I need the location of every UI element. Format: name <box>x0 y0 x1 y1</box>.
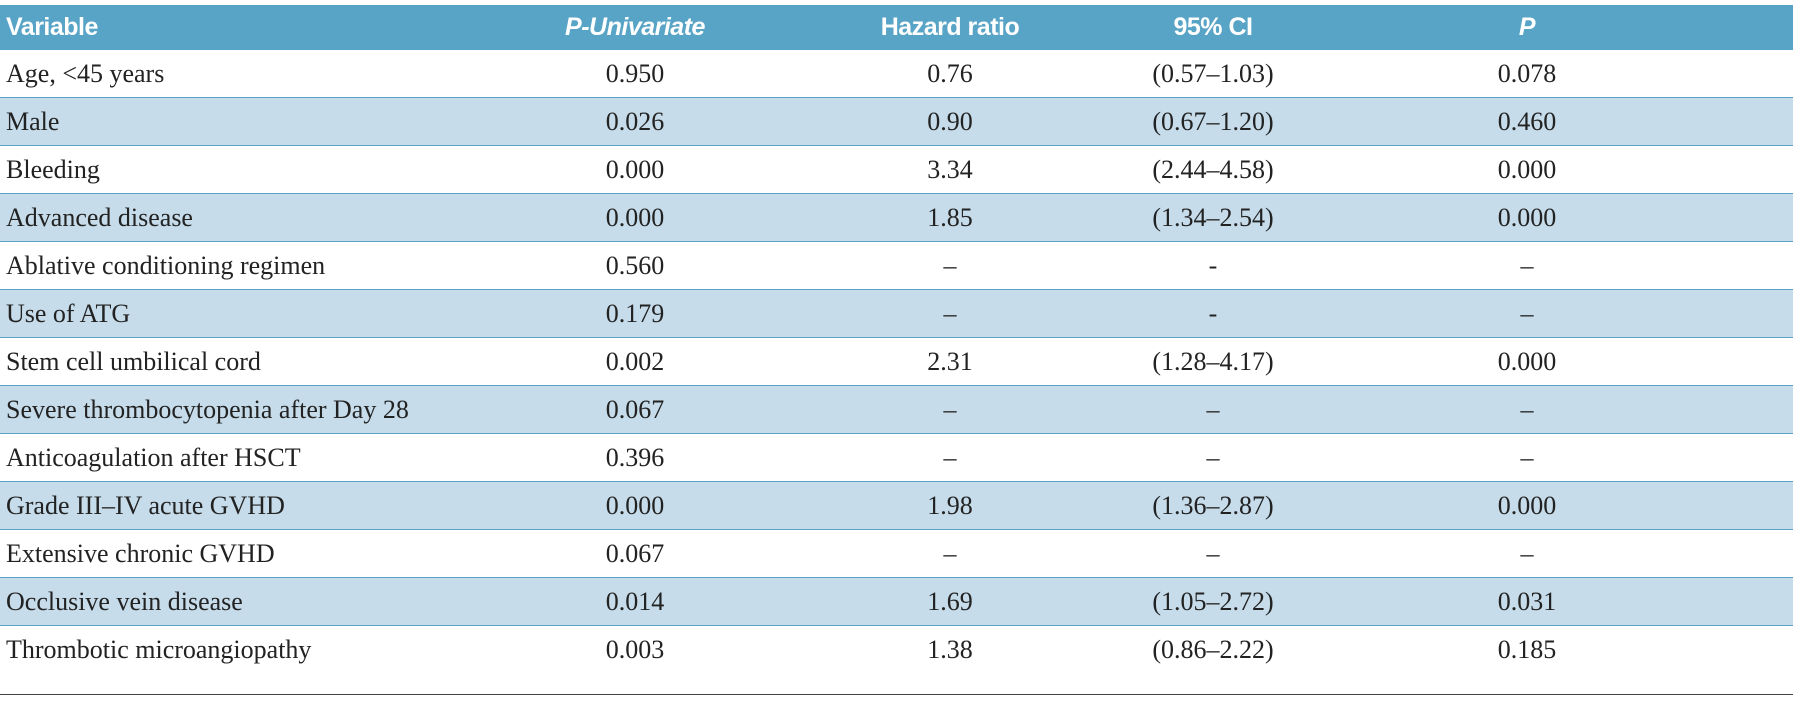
table-row: Advanced disease 0.000 1.85 (1.34–2.54) 0.00… <box>0 194 1793 242</box>
table-cell: 0.000 <box>1497 202 1557 232</box>
table-cell: 0.90 <box>927 106 973 136</box>
table-cell: 0.000 <box>1497 490 1557 520</box>
table-cell: 2.31 <box>927 346 973 376</box>
table-cell: – <box>1206 442 1220 472</box>
table-cell: Use of ATG <box>6 298 131 328</box>
table-row: Ablative conditioning regimen 0.560 – - – <box>0 242 1793 290</box>
table-cell: 0.460 <box>1497 106 1557 136</box>
header-cell: P-Univariate <box>565 13 705 41</box>
table-row: Severe thrombocytopenia after Day 28 0.06… <box>0 386 1793 434</box>
table-cell: (0.86–2.22) <box>1152 634 1274 664</box>
table-cell: – <box>943 394 957 424</box>
header-cell: Hazard ratio <box>880 13 1020 41</box>
table-cell: Occlusive vein disease <box>6 586 243 616</box>
table-cell: 0.560 <box>605 250 665 280</box>
table-cell: – <box>943 250 957 280</box>
table-cell: 0.002 <box>605 346 665 376</box>
table-cell: 1.38 <box>927 634 973 664</box>
table-cell: 0.000 <box>1497 154 1557 184</box>
header-cell: Variable <box>6 13 98 41</box>
table-cell: (1.28–4.17) <box>1152 346 1274 376</box>
table-cell: – <box>1520 394 1534 424</box>
table-row: Bleeding 0.000 3.34 (2.44–4.58) 0.000 <box>0 146 1793 194</box>
table-cell: Thrombotic microangiopathy <box>6 634 312 664</box>
table-cell: (1.05–2.72) <box>1152 586 1274 616</box>
table-cell: 0.000 <box>1497 346 1557 376</box>
table-cell: – <box>1520 538 1534 568</box>
table-cell: 3.34 <box>927 154 973 184</box>
table-cell: Advanced disease <box>6 202 193 232</box>
table-cell: 0.031 <box>1497 586 1557 616</box>
table-cell: 0.000 <box>605 202 665 232</box>
table-row: Occlusive vein disease 0.014 1.69 (1.05–2.7… <box>0 578 1793 626</box>
table-cell: 0.950 <box>605 58 665 88</box>
table-cell: Severe thrombocytopenia after Day 28 <box>6 394 409 424</box>
table-cell: 0.000 <box>605 154 665 184</box>
table-cell: 0.396 <box>605 442 665 472</box>
table-cell: - <box>1208 250 1218 280</box>
table-cell: Extensive chronic GVHD <box>6 538 275 568</box>
table-cell: 0.014 <box>605 586 665 616</box>
table-cell: 1.69 <box>927 586 973 616</box>
table-cell: 0.067 <box>605 394 665 424</box>
table-cell: (0.57–1.03) <box>1152 58 1274 88</box>
table-cell: – <box>1520 442 1534 472</box>
table-cell: – <box>943 538 957 568</box>
table-cell: (0.67–1.20) <box>1152 106 1274 136</box>
table-cell: Ablative conditioning regimen <box>6 250 326 280</box>
bottom-rule <box>0 694 1793 695</box>
header-row: Variable P-Univariate Hazard ratio 95% CI P <box>0 5 1793 50</box>
table-cell: – <box>943 298 957 328</box>
table-cell: – <box>1206 538 1220 568</box>
table-cell: – <box>1520 298 1534 328</box>
table-cell: Stem cell umbilical cord <box>6 346 261 376</box>
table-row: Male 0.026 0.90 (0.67–1.20) 0.460 <box>0 98 1793 146</box>
table-cell: Anticoagulation after HSCT <box>6 442 301 472</box>
table-cell: 0.078 <box>1497 58 1557 88</box>
table-row: Grade III–IV acute GVHD 0.000 1.98 (1.36–2.… <box>0 482 1793 530</box>
table-cell: 0.026 <box>605 106 665 136</box>
table-cell: 0.179 <box>605 298 665 328</box>
header-cell: 95% CI <box>1173 13 1253 41</box>
table-row: Stem cell umbilical cord 0.002 2.31 (1.28–4… <box>0 338 1793 386</box>
table-cell: – <box>1520 250 1534 280</box>
table-cell: (1.36–2.87) <box>1152 490 1274 520</box>
table-cell: Grade III–IV acute GVHD <box>6 490 285 520</box>
table-row: Age, <45 years 0.950 0.76 (0.57–1.03) 0.078 <box>0 50 1793 98</box>
table-cell: 0.003 <box>605 634 665 664</box>
table-cell: 0.76 <box>927 58 973 88</box>
table-cell: 0.000 <box>605 490 665 520</box>
table-row: Thrombotic microangiopathy 0.003 1.38 (0.86… <box>0 626 1793 673</box>
header-cell: P <box>1518 13 1536 41</box>
table-cell: 0.185 <box>1497 634 1557 664</box>
table-cell: – <box>943 442 957 472</box>
table-cell: Bleeding <box>6 154 100 184</box>
table-cell: 1.85 <box>927 202 973 232</box>
table-row: Anticoagulation after HSCT 0.396 – – – <box>0 434 1793 482</box>
table-row: Use of ATG 0.179 – - – <box>0 290 1793 338</box>
table-cell: Male <box>6 106 60 136</box>
table-cell: Age, <45 years <box>6 58 165 88</box>
table-cell: - <box>1208 298 1218 328</box>
table-cell: 1.98 <box>927 490 973 520</box>
table-cell: 0.067 <box>605 538 665 568</box>
table-row: Extensive chronic GVHD 0.067 – – – <box>0 530 1793 578</box>
table-cell: (1.34–2.54) <box>1152 202 1274 232</box>
table-cell: – <box>1206 394 1220 424</box>
table-cell: (2.44–4.58) <box>1152 154 1274 184</box>
table: Variable P-Univariate Hazard ratio 95% CI P A… <box>0 5 1793 673</box>
